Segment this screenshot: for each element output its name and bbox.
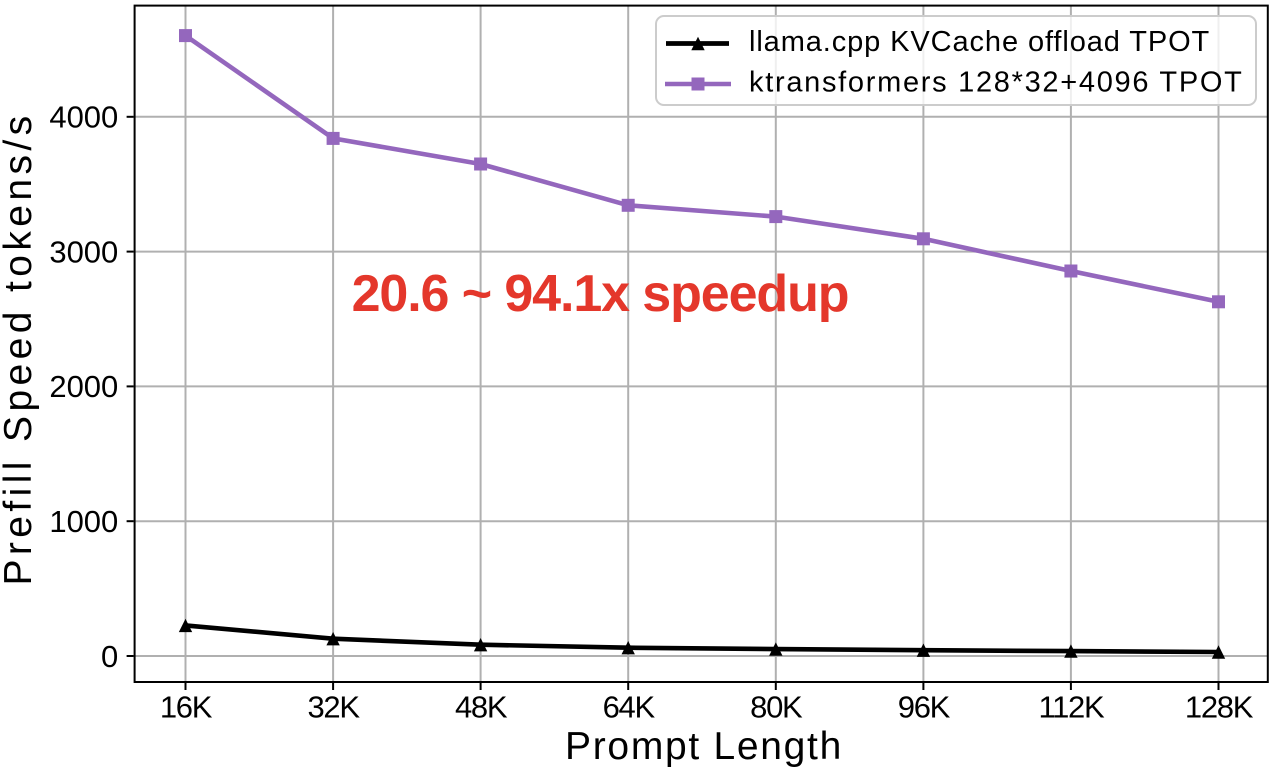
svg-text:3000: 3000 bbox=[49, 234, 118, 269]
svg-text:1000: 1000 bbox=[49, 504, 118, 539]
svg-text:2000: 2000 bbox=[49, 369, 118, 404]
svg-text:96K: 96K bbox=[898, 690, 951, 725]
svg-text:4000: 4000 bbox=[49, 100, 118, 135]
svg-text:ktransformers 128*32+4096 TPOT: ktransformers 128*32+4096 TPOT bbox=[749, 67, 1244, 99]
svg-text:64K: 64K bbox=[603, 690, 656, 725]
svg-text:llama.cpp KVCache offload TPOT: llama.cpp KVCache offload TPOT bbox=[749, 26, 1210, 58]
svg-text:80K: 80K bbox=[750, 690, 803, 725]
svg-text:Prompt Length: Prompt Length bbox=[565, 725, 843, 768]
svg-text:128K: 128K bbox=[1185, 690, 1254, 725]
svg-text:16K: 16K bbox=[160, 690, 213, 725]
svg-text:0: 0 bbox=[101, 639, 118, 674]
svg-text:48K: 48K bbox=[455, 690, 508, 725]
svg-text:32K: 32K bbox=[307, 690, 360, 725]
svg-text:20.6 ~ 94.1x speedup: 20.6 ~ 94.1x speedup bbox=[352, 265, 849, 323]
svg-text:Prefill Speed tokens/s: Prefill Speed tokens/s bbox=[0, 111, 40, 585]
svg-text:112K: 112K bbox=[1038, 690, 1105, 725]
